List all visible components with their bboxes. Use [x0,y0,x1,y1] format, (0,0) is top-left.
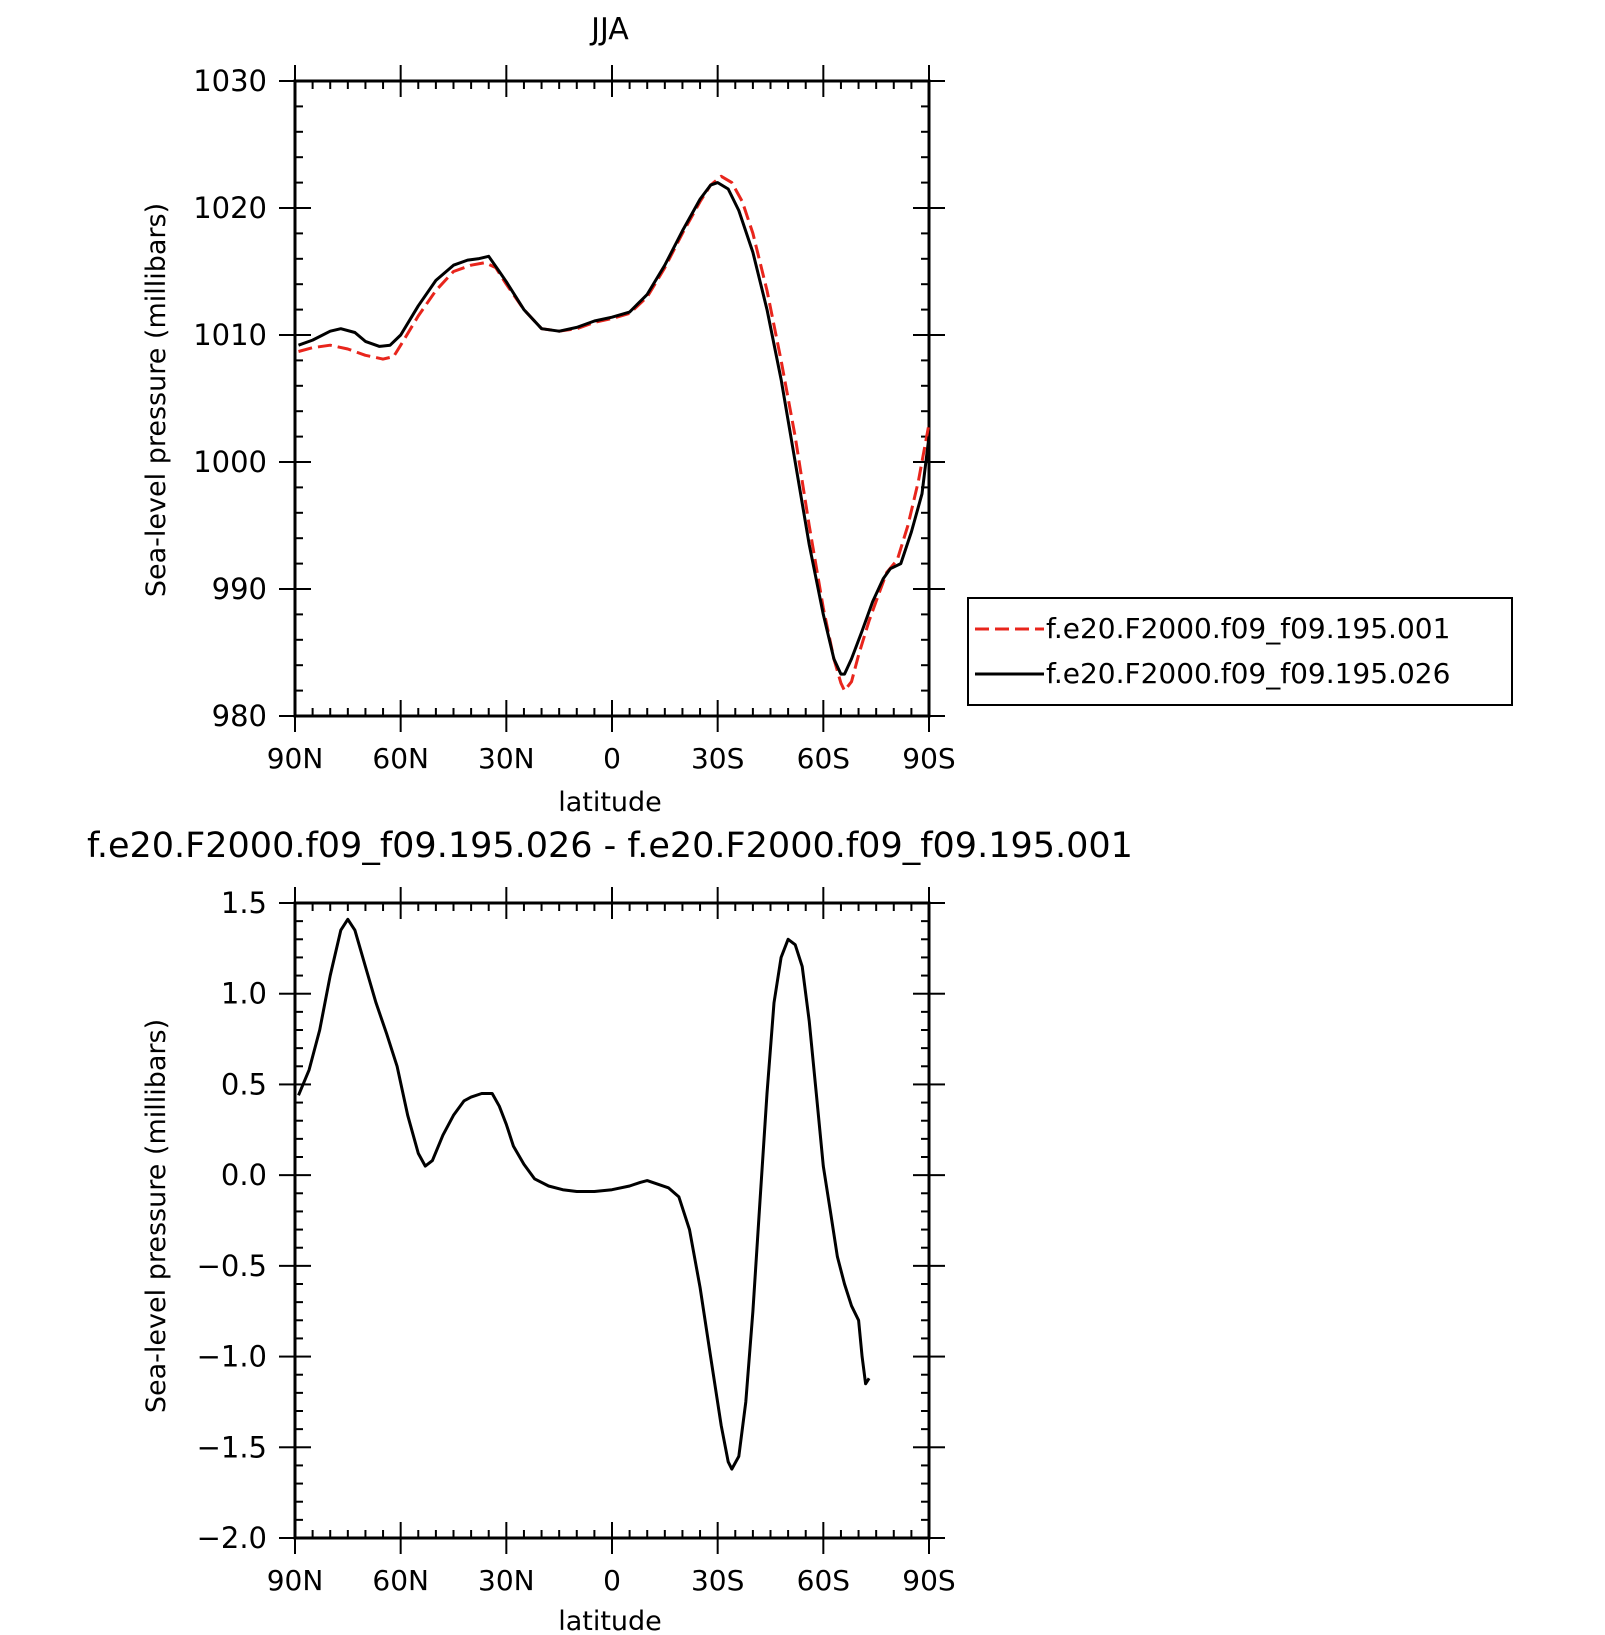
x-tick-label: 30S [691,742,744,775]
y-tick-label: 1020 [193,191,267,225]
y-tick-label: 0.0 [221,1158,267,1192]
chart-2-title: f.e20.F2000.f09_f09.195.026 - f.e20.F200… [87,826,1133,866]
x-tick-label: 30S [691,1564,744,1597]
chart-1-xlabel: latitude [558,787,662,818]
chart-2-ylabel: Sea-level pressure (millibars) [141,1019,172,1413]
chart-1-plot: 90N 60N 30N 0 30S 60S 90S 980 990 1000 1010 1020 103… [193,64,956,775]
chart-1-legend: f.e20.F2000.f09_f09.195.001 f.e20.F2000.… [967,597,1513,706]
chart-1-ylabel: Sea-level pressure (millibars) [141,203,172,597]
x-tick-label: 60N [372,742,429,775]
y-tick-label: 980 [212,699,267,733]
plot-frame [293,901,931,1540]
chart-2-xlabel: latitude [558,1606,662,1635]
x-tick-label: 90S [902,1564,955,1597]
x-tick-label: 90N [267,1564,324,1597]
series-line-1 [298,174,931,693]
x-tick-label: 0 [603,742,621,775]
x-tick-label: 60N [372,1564,429,1597]
y-tick-label: 1010 [193,318,267,352]
x-tick-label: 90N [267,742,324,775]
y-tick-label: 1000 [193,445,267,479]
x-tick-label: 60S [797,1564,850,1597]
series-line-1 [297,917,871,1471]
plot-frame [293,79,931,718]
chart-2-plot: 90N 60N 30N 0 30S 60S 90S −2.0 −1.5 −1.0 −0.5 0.0 0.… [197,886,956,1597]
chart-1-title: JJA [589,12,629,47]
x-tick-label: 0 [603,1564,621,1597]
x-tick-label: 30N [478,742,535,775]
legend-label-series-1: f.e20.F2000.f09_f09.195.001 [1046,612,1450,645]
y-tick-label: −1.5 [197,1430,267,1464]
x-tick-label: 90S [902,742,955,775]
y-tick-label: 1.5 [221,886,267,920]
legend-label-series-2: f.e20.F2000.f09_f09.195.026 [1046,657,1450,690]
y-tick-label: 1030 [193,64,267,98]
y-tick-label: 990 [212,572,267,606]
y-tick-label: 0.5 [221,1067,267,1101]
y-tick-label: −0.5 [197,1249,267,1283]
series-line-2 [297,181,931,676]
y-tick-label: −2.0 [197,1521,267,1555]
x-tick-label: 30N [478,1564,535,1597]
y-tick-label: −1.0 [197,1340,267,1374]
y-tick-label: 1.0 [221,977,267,1011]
legend-box [967,597,1513,706]
x-tick-label: 60S [797,742,850,775]
